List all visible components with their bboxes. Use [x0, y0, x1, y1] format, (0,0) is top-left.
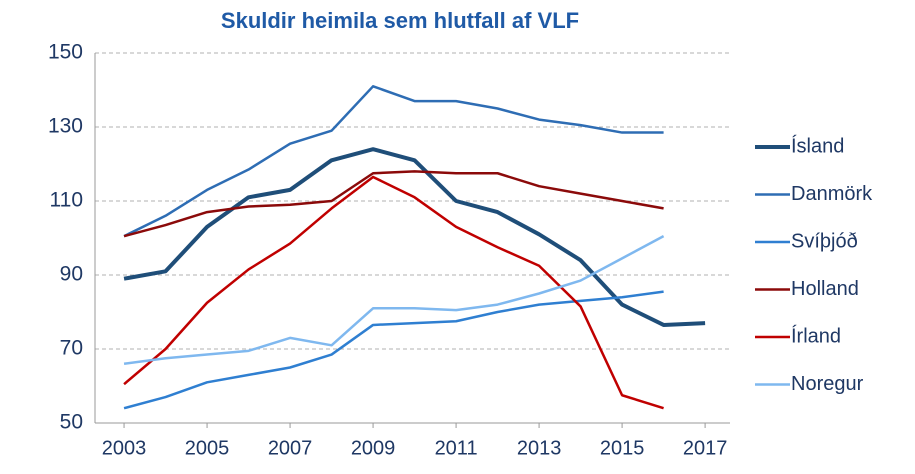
series-line: [123, 175, 664, 410]
x-tick-label: 2017: [683, 437, 728, 459]
legend-label: Svíþjóð: [791, 230, 858, 252]
series-line: [123, 290, 664, 410]
y-tick-label: 90: [60, 263, 83, 286]
series-line: [123, 147, 706, 327]
legend-label: Ísland: [791, 134, 844, 157]
x-tick-label: 2011: [435, 437, 478, 459]
x-tick-label: 2009: [351, 437, 396, 459]
series-line: [123, 235, 665, 366]
y-tick-label: 70: [60, 337, 83, 360]
legend-label: Írland: [791, 324, 841, 347]
x-tick-label: 2003: [102, 437, 147, 459]
chart-title: Skuldir heimila sem hlutfall af VLF: [221, 8, 579, 33]
legend-label: Danmörk: [791, 183, 873, 205]
series-line: [123, 85, 664, 238]
y-tick-label: 50: [60, 411, 83, 434]
x-tick-label: 2013: [517, 437, 562, 459]
legend-label: Holland: [791, 278, 859, 300]
y-tick-label: 130: [48, 115, 83, 138]
y-tick-label: 150: [48, 41, 83, 64]
series-line: [123, 170, 664, 238]
x-tick-label: 2015: [600, 437, 645, 459]
y-tick-label: 110: [50, 189, 83, 212]
x-tick-label: 2005: [185, 437, 230, 459]
legend-label: Noregur: [791, 373, 864, 395]
x-tick-label: 2007: [268, 437, 313, 459]
